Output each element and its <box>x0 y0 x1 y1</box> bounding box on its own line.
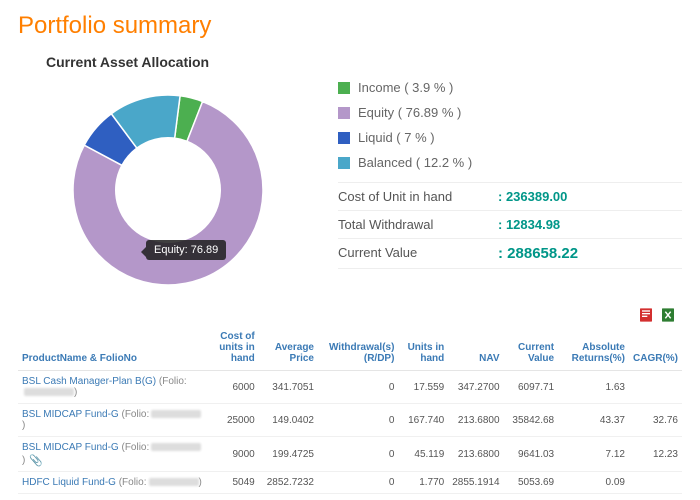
table-row[interactable]: HDFC Liquid Fund-G (Folio:)50492852.7232… <box>18 472 682 494</box>
legend-label: Balanced ( 12.2 % ) <box>358 155 472 170</box>
cell: 32.76 <box>629 404 682 437</box>
col-header[interactable]: NAV <box>448 325 503 371</box>
cell: 167.740 <box>398 404 448 437</box>
export-row <box>18 307 682 323</box>
col-header[interactable]: CAGR(%) <box>629 325 682 371</box>
folio-redacted <box>24 388 74 396</box>
cell: 341.7051 <box>259 371 318 404</box>
xls-icon[interactable] <box>660 307 676 323</box>
legend-item-liquid[interactable]: Liquid ( 7 % ) <box>338 130 682 145</box>
legend-swatch <box>338 82 350 94</box>
folio-prefix: (Folio: <box>119 477 147 488</box>
product-name: BSL MIDCAP Fund-G <box>22 442 121 453</box>
cell: 0 <box>318 404 398 437</box>
donut-chart <box>18 78 318 298</box>
cell: 45.119 <box>398 437 448 472</box>
cell: 6097.71 <box>504 371 559 404</box>
col-header[interactable]: Current Value <box>504 325 559 371</box>
table-row[interactable]: BSL MIDCAP Fund-G (Folio:)25000149.04020… <box>18 404 682 437</box>
legend-swatch <box>338 107 350 119</box>
legend-label: Income ( 3.9 % ) <box>358 80 453 95</box>
pdf-icon[interactable] <box>638 307 654 323</box>
cell: 213.6800 <box>448 437 503 472</box>
col-header[interactable]: ProductName & FolioNo <box>18 325 208 371</box>
cell: 17.559 <box>398 371 448 404</box>
cell: 0 <box>318 472 398 494</box>
chart-panel: Current Asset Allocation Equity: 76.89 <box>18 50 338 303</box>
legend-item-equity[interactable]: Equity ( 76.89 % ) <box>338 105 682 120</box>
product-cell[interactable]: BSL MIDCAP Fund-G (Folio:) <box>18 404 208 437</box>
stat-value: : 236389.00 <box>498 189 567 204</box>
cell: 0 <box>318 437 398 472</box>
cell <box>629 371 682 404</box>
table-row[interactable]: BSL Cash Manager-Plan B(G) (Folio:)60003… <box>18 371 682 404</box>
stat-row: Total Withdrawal: 12834.98 <box>338 211 682 239</box>
col-header[interactable]: Withdrawal(s) (R/DP) <box>318 325 398 371</box>
col-header[interactable]: Average Price <box>259 325 318 371</box>
legend-label: Liquid ( 7 % ) <box>358 130 435 145</box>
cell: 1.63 <box>558 371 629 404</box>
stat-label: Cost of Unit in hand <box>338 189 498 204</box>
stat-value: : 288658.22 <box>498 245 578 262</box>
cell: 1.770 <box>398 472 448 494</box>
table-body: BSL Cash Manager-Plan B(G) (Folio:)60003… <box>18 371 682 494</box>
legend-stats-panel: Income ( 3.9 % ) Equity ( 76.89 % ) Liquid… <box>338 50 682 303</box>
legend-label: Equity ( 76.89 % ) <box>358 105 461 120</box>
stat-row: Current Value: 288658.22 <box>338 239 682 269</box>
col-header[interactable]: Units in hand <box>398 325 448 371</box>
product-cell[interactable]: BSL Cash Manager-Plan B(G) (Folio:) <box>18 371 208 404</box>
legend-item-income[interactable]: Income ( 3.9 % ) <box>338 80 682 95</box>
holdings-table: ProductName & FolioNoCost of units in ha… <box>18 325 682 494</box>
cell: 5049 <box>208 472 259 494</box>
chart-title: Current Asset Allocation <box>46 54 338 70</box>
col-header[interactable]: Cost of units in hand <box>208 325 259 371</box>
cell: 2855.1914 <box>448 472 503 494</box>
cell: 0 <box>318 371 398 404</box>
folio-redacted <box>149 478 199 486</box>
cell <box>629 472 682 494</box>
stat-label: Total Withdrawal <box>338 217 498 232</box>
upper-panel: Current Asset Allocation Equity: 76.89 I… <box>18 50 682 303</box>
cell: 0.09 <box>558 472 629 494</box>
folio-prefix: (Folio: <box>121 409 149 420</box>
folio-redacted <box>151 443 201 451</box>
stat-label: Current Value <box>338 245 498 262</box>
stat-row: Cost of Unit in hand: 236389.00 <box>338 183 682 211</box>
product-cell[interactable]: HDFC Liquid Fund-G (Folio:) <box>18 472 208 494</box>
cell: 5053.69 <box>504 472 559 494</box>
cell: 347.2700 <box>448 371 503 404</box>
cell: 213.6800 <box>448 404 503 437</box>
folio-redacted <box>151 410 201 418</box>
legend: Income ( 3.9 % ) Equity ( 76.89 % ) Liquid… <box>338 80 682 170</box>
cell: 35842.68 <box>504 404 559 437</box>
stat-value: : 12834.98 <box>498 217 560 232</box>
cell: 149.0402 <box>259 404 318 437</box>
legend-swatch <box>338 132 350 144</box>
cell: 7.12 <box>558 437 629 472</box>
product-name: BSL MIDCAP Fund-G <box>22 409 121 420</box>
cell: 2852.7232 <box>259 472 318 494</box>
table-header-row: ProductName & FolioNoCost of units in ha… <box>18 325 682 371</box>
col-header[interactable]: Absolute Returns(%) <box>558 325 629 371</box>
cell: 43.37 <box>558 404 629 437</box>
product-cell[interactable]: BSL MIDCAP Fund-G (Folio:)📎 <box>18 437 208 472</box>
attachment-icon[interactable]: 📎 <box>29 454 43 467</box>
cell: 9641.03 <box>504 437 559 472</box>
product-name: HDFC Liquid Fund-G <box>22 477 119 488</box>
table-row[interactable]: BSL MIDCAP Fund-G (Folio:)📎9000199.47250… <box>18 437 682 472</box>
cell: 25000 <box>208 404 259 437</box>
legend-swatch <box>338 157 350 169</box>
folio-prefix: (Folio: <box>159 376 187 387</box>
folio-prefix: (Folio: <box>121 442 149 453</box>
page-title: Portfolio summary <box>18 12 682 40</box>
legend-item-balanced[interactable]: Balanced ( 12.2 % ) <box>338 155 682 170</box>
cell: 199.4725 <box>259 437 318 472</box>
product-name: BSL Cash Manager-Plan B(G) <box>22 376 159 387</box>
summary-stats: Cost of Unit in hand: 236389.00Total Wit… <box>338 182 682 269</box>
cell: 6000 <box>208 371 259 404</box>
cell: 12.23 <box>629 437 682 472</box>
cell: 9000 <box>208 437 259 472</box>
chart-tooltip: Equity: 76.89 <box>146 240 226 260</box>
